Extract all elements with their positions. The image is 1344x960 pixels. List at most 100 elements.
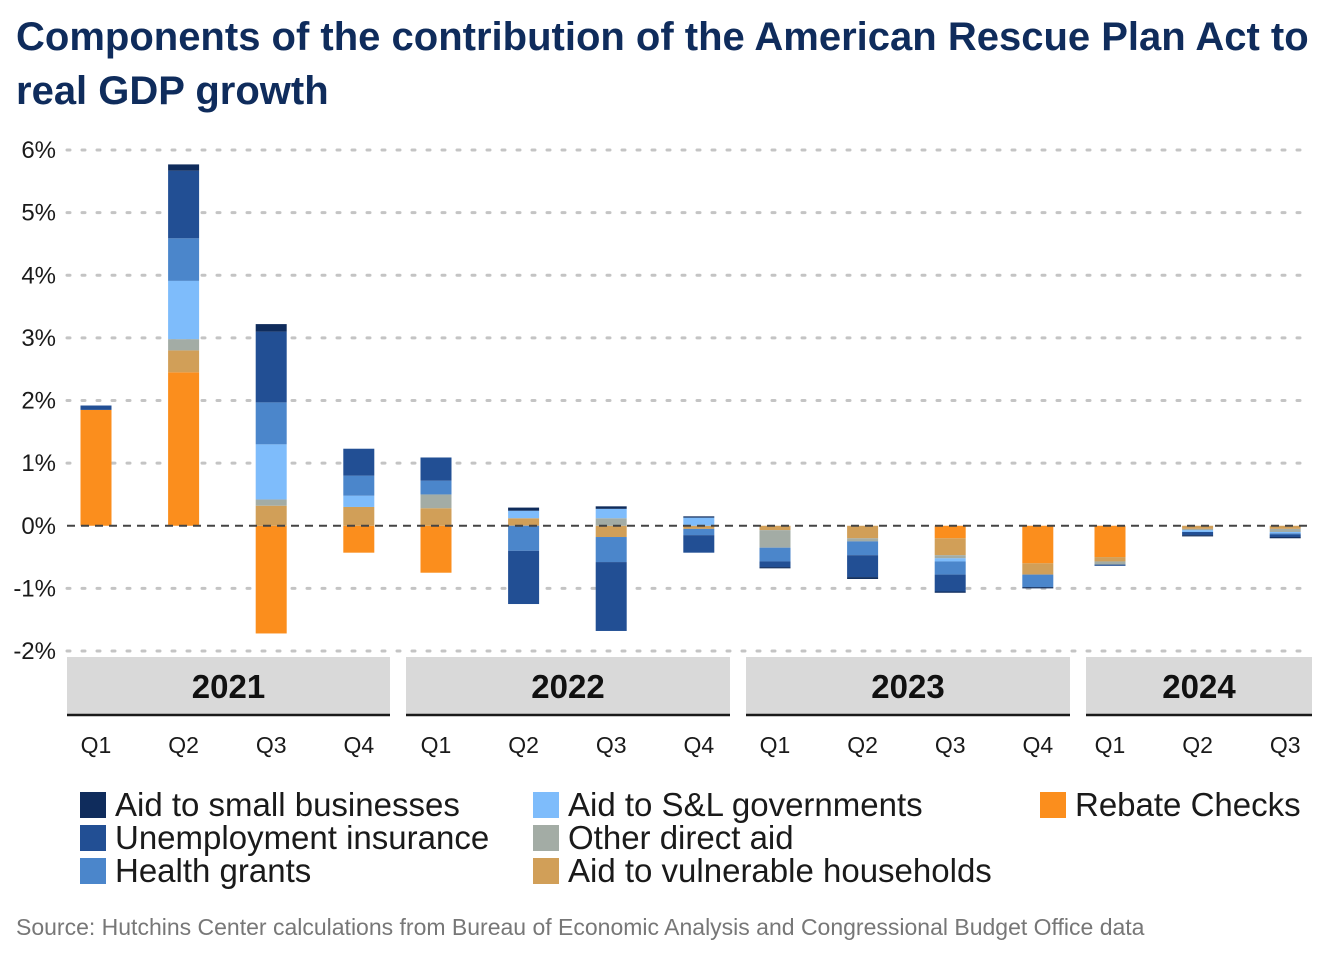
bar-segment — [1182, 528, 1214, 531]
bar-segment — [759, 547, 791, 562]
bar-segment — [1094, 564, 1126, 566]
x-tick-label: Q4 — [683, 732, 714, 758]
year-band — [746, 657, 1070, 715]
legend-label: Health grants — [115, 852, 312, 889]
bar-segment — [934, 558, 966, 562]
legend-label: Other direct aid — [568, 819, 794, 856]
bar-segment — [343, 448, 375, 476]
legend-swatch — [533, 824, 559, 851]
x-tick-label: Q2 — [508, 732, 539, 758]
bar-segment — [255, 331, 287, 403]
bar-segment — [759, 561, 791, 568]
bar-segment — [420, 457, 452, 481]
bar-segment — [683, 516, 715, 518]
x-tick-label: Q1 — [81, 732, 112, 758]
year-band — [406, 657, 730, 715]
bar-segment — [255, 444, 287, 500]
bar-segment — [934, 538, 966, 556]
bar-segment — [759, 567, 791, 569]
bar-segment — [420, 508, 452, 526]
bar-segment — [1022, 587, 1054, 589]
bar-segment — [1022, 563, 1054, 575]
bar-segment — [1094, 525, 1126, 558]
stacked-bar-chart: 6% 5% 4% 3% 2% 1% 0% -1% -2% 2021 2022 2023 2024 Q1… — [13, 137, 1314, 758]
bar-segment — [420, 480, 452, 495]
bar-segment — [420, 525, 452, 573]
legend-label: Unemployment insurance — [115, 819, 490, 856]
year-label: 2021 — [192, 668, 265, 705]
x-tick-label: Q3 — [1270, 732, 1301, 758]
bar-segment — [168, 339, 200, 351]
year-band — [1086, 657, 1312, 715]
bar-segment — [168, 280, 200, 340]
bar-segment — [343, 506, 375, 526]
chart-title: Components of the contribution of the Am… — [16, 15, 1309, 113]
bar-segment — [595, 506, 627, 509]
bar-segment — [420, 494, 452, 509]
bar-segment — [683, 535, 715, 553]
bar-segment — [595, 518, 627, 526]
bar-segment — [255, 324, 287, 332]
y-tick-label: 4% — [21, 262, 56, 289]
bar-segment — [847, 525, 879, 539]
legend-item-aid-to-vulnerable-households: Aid to vulnerable households — [533, 854, 992, 887]
legend-label: Aid to small businesses — [115, 786, 460, 823]
bar-segment — [80, 409, 112, 526]
grid-lines — [65, 148, 1314, 653]
year-label: 2022 — [531, 668, 604, 705]
bar-segment — [595, 562, 627, 631]
bar-segment — [1022, 525, 1054, 564]
bar-segment — [847, 538, 879, 542]
bar-segment — [934, 574, 966, 592]
bar-segment — [595, 525, 627, 538]
bar-segment — [255, 505, 287, 526]
bar-segment — [934, 525, 966, 539]
y-tick-label: 3% — [21, 325, 56, 352]
bar-segment — [508, 510, 540, 519]
y-tick-label: 2% — [21, 388, 56, 415]
bars — [80, 164, 1301, 634]
bar-segment — [508, 518, 540, 526]
bar-segment — [508, 507, 540, 511]
legend-label: Aid to S&L governments — [568, 786, 923, 823]
y-tick-label: -1% — [13, 575, 56, 602]
legend-swatch — [80, 791, 106, 818]
legend-item-rebate-checks: Rebate Checks — [1040, 788, 1301, 821]
y-tick-label: 0% — [21, 513, 56, 540]
source-note: Source: Hutchins Center calculations fro… — [16, 914, 1145, 940]
bar-segment — [683, 517, 715, 526]
bar-segment — [1269, 525, 1301, 529]
bar-segment — [1269, 533, 1301, 535]
bar-segment — [847, 555, 879, 578]
legend-item-health-grants: Health grants — [80, 854, 311, 887]
legend: Aid to small businesses Unemployment ins… — [80, 786, 1330, 896]
legend-swatch — [1040, 791, 1066, 818]
bar-segment — [508, 525, 540, 551]
bar-segment — [168, 350, 200, 373]
x-tick-label: Q2 — [847, 732, 878, 758]
legend-item-unemployment-insurance: Unemployment insurance — [80, 821, 489, 854]
x-tick-label: Q2 — [168, 732, 199, 758]
y-tick-label: 6% — [21, 137, 56, 164]
legend-swatch — [533, 791, 559, 818]
y-axis-tick-labels: 6% 5% 4% 3% 2% 1% 0% -1% -2% — [13, 137, 56, 665]
bar-segment — [255, 499, 287, 506]
legend-item-aid-to-small-businesses: Aid to small businesses — [80, 788, 460, 821]
bar-segment — [343, 495, 375, 507]
x-tick-label: Q4 — [1022, 732, 1053, 758]
bar-segment — [168, 164, 200, 171]
bar-segment — [1182, 525, 1214, 529]
bar-segment — [255, 525, 287, 634]
bar-segment — [759, 530, 791, 548]
bar-segment — [759, 525, 791, 531]
bar-segment — [80, 405, 112, 410]
bar-segment — [1182, 530, 1214, 533]
x-tick-label: Q1 — [760, 732, 791, 758]
bar-segment — [934, 591, 966, 593]
y-tick-label: -2% — [13, 638, 56, 665]
bar-segment — [168, 372, 200, 526]
bar-segment — [595, 537, 627, 563]
x-tick-label: Q4 — [343, 732, 374, 758]
bar-segment — [255, 402, 287, 445]
bar-segment — [1182, 532, 1214, 536]
